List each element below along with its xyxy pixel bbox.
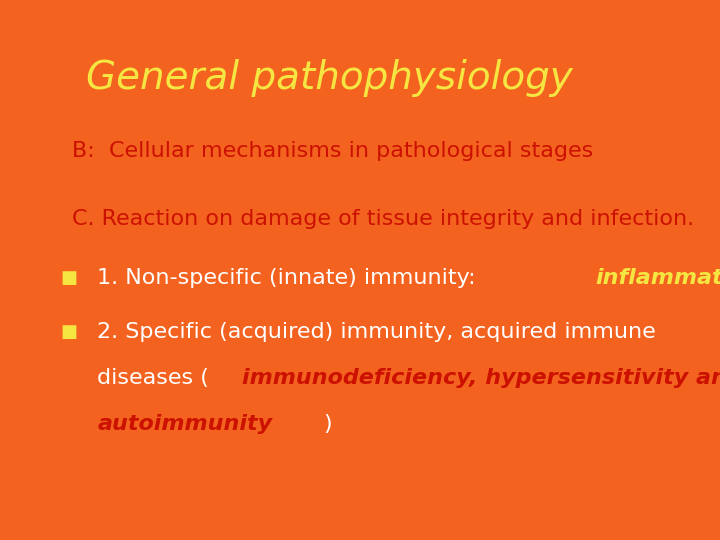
Text: C. Reaction on damage of tissue integrity and infection.: C. Reaction on damage of tissue integrit… [72,208,694,229]
Text: autoimmunity: autoimmunity [97,414,272,434]
Text: B:  Cellular mechanisms in pathological stages: B: Cellular mechanisms in pathological s… [72,141,593,161]
Text: 1. Non-specific (innate) immunity:: 1. Non-specific (innate) immunity: [97,268,483,288]
Text: ■: ■ [60,269,77,287]
Text: diseases (: diseases ( [97,368,209,388]
Text: ■: ■ [60,323,77,341]
Text: ): ) [323,414,332,434]
Text: inflammation: inflammation [595,268,720,288]
Text: 2. Specific (acquired) immunity, acquired immune: 2. Specific (acquired) immunity, acquire… [97,322,656,342]
Text: immunodeficiency, hypersensitivity and: immunodeficiency, hypersensitivity and [241,368,720,388]
Text: General pathophysiology: General pathophysiology [86,59,573,97]
